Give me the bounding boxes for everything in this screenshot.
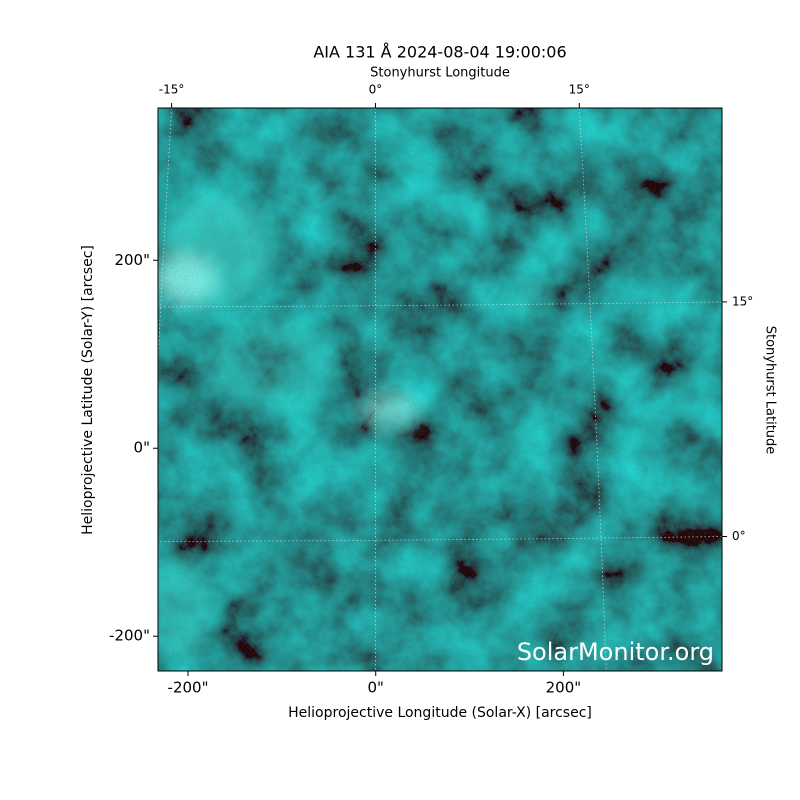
top-tick-label: 15° xyxy=(569,83,590,97)
y-tick-label: -200" xyxy=(109,627,150,645)
watermark: SolarMonitor.org xyxy=(517,638,714,666)
x-tick-label: -200" xyxy=(168,679,209,697)
solar-image xyxy=(158,108,722,671)
longitude-grid-line xyxy=(578,108,607,671)
top-tick-label: 0° xyxy=(369,83,383,97)
top-tick-label: -15° xyxy=(159,83,185,97)
y-axis-label: Helioprojective Latitude (Solar-Y) [arcs… xyxy=(80,245,96,535)
y-tick-label: 0" xyxy=(134,439,150,457)
x-axis-label: Helioprojective Longitude (Solar-X) [arc… xyxy=(288,705,592,721)
x-tick-label: 200" xyxy=(546,679,582,697)
x-tick-label: 0" xyxy=(367,679,383,697)
y-tick-label: 200" xyxy=(114,251,150,269)
right-tick-label: 0° xyxy=(732,529,746,543)
right-axis-label: Stonyhurst Latitude xyxy=(763,326,778,455)
right-tick-label: 15° xyxy=(732,294,753,308)
axes-frame xyxy=(157,107,723,672)
chart-title: AIA 131 Å 2024-08-04 19:00:06 xyxy=(313,43,566,62)
top-axis-label: Stonyhurst Longitude xyxy=(370,66,510,81)
